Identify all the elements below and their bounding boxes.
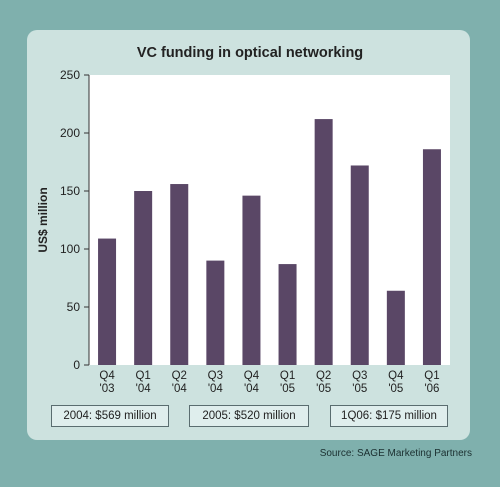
- bar: [386, 290, 405, 365]
- bar: [98, 238, 117, 365]
- x-tick-label: Q3: [352, 370, 367, 382]
- bar: [170, 184, 189, 365]
- bar: [314, 119, 333, 365]
- bar: [350, 165, 369, 365]
- source-note: Source: SAGE Marketing Partners: [319, 448, 472, 459]
- x-tick-label: Q1: [424, 370, 439, 382]
- x-tick-label: Q4: [244, 370, 260, 382]
- bar: [242, 195, 261, 365]
- bar: [422, 149, 441, 365]
- x-tick-label: Q1: [135, 370, 150, 382]
- x-tick-label: Q2: [316, 370, 331, 382]
- x-tick-label: Q4: [388, 370, 404, 382]
- x-tick-label: '04: [208, 383, 224, 395]
- y-tick-label: 250: [60, 68, 80, 82]
- y-tick-label: 50: [67, 300, 81, 314]
- x-tick-label: '03: [100, 383, 115, 395]
- x-tick-label: '05: [352, 383, 367, 395]
- x-tick-label: Q3: [208, 370, 223, 382]
- x-tick-label: '05: [316, 383, 331, 395]
- bar: [206, 260, 225, 365]
- x-tick-label: '06: [424, 383, 439, 395]
- y-tick-label: 200: [60, 126, 80, 140]
- x-tick-label: '05: [388, 383, 403, 395]
- y-tick-label: 100: [60, 242, 80, 256]
- x-tick-label: Q4: [99, 370, 115, 382]
- x-tick-label: '04: [136, 383, 152, 395]
- y-tick-label: 150: [60, 184, 80, 198]
- x-tick-label: '04: [244, 383, 260, 395]
- x-tick-label: Q2: [172, 370, 187, 382]
- bar: [278, 264, 297, 365]
- chart-title: VC funding in optical networking: [136, 45, 364, 61]
- summary-2004: 2004: $569 million: [51, 405, 169, 427]
- y-tick-label: 0: [73, 358, 80, 372]
- x-tick-label: '04: [172, 383, 188, 395]
- x-tick-label: '05: [280, 383, 295, 395]
- summary-1q06: 1Q06: $175 million: [330, 405, 448, 427]
- summary-2005: 2005: $520 million: [189, 405, 309, 427]
- bar: [134, 191, 153, 365]
- x-tick-label: Q1: [280, 370, 295, 382]
